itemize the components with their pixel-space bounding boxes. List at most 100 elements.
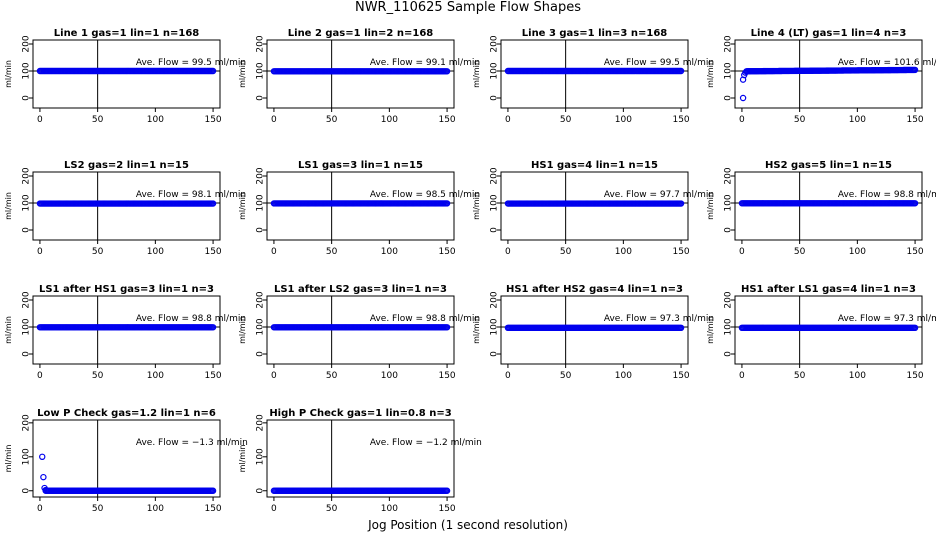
panel-13: Low P Check gas=1.2 lin=1 n=6 ml/min 0 100 2… — [4, 408, 248, 514]
x-tick-label: 0 — [271, 504, 277, 514]
data-point — [209, 487, 217, 494]
y-tick-label: 0 — [724, 351, 734, 357]
panel-frame — [500, 39, 689, 109]
y-axis-label: ml/min — [4, 445, 13, 473]
y-tick-label: 0 — [22, 351, 32, 357]
x-tick-label: 100 — [615, 371, 632, 381]
x-tick-label: 0 — [505, 247, 511, 257]
y-axis-label: ml/min — [4, 60, 13, 88]
y-tick-label: 200 — [22, 167, 32, 184]
y-axis-label: ml/min — [238, 192, 247, 220]
x-tick-label: 100 — [147, 504, 164, 514]
y-axis-label: ml/min — [472, 316, 481, 344]
panel-title: Low P Check gas=1.2 lin=1 n=6 — [37, 408, 216, 419]
y-tick-label: 200 — [724, 35, 734, 52]
panel-title: LS2 gas=2 lin=1 n=15 — [64, 160, 189, 171]
y-tick-label: 0 — [724, 227, 734, 233]
y-tick-label: 100 — [490, 194, 500, 211]
panel-title: HS1 gas=4 lin=1 n=15 — [531, 160, 658, 171]
x-tick-label: 0 — [37, 371, 43, 381]
y-tick-label: 0 — [724, 95, 734, 101]
x-tick-label: 0 — [37, 504, 43, 514]
panel-title: HS1 after LS1 gas=4 lin=1 n=3 — [741, 284, 916, 295]
y-axis-label: ml/min — [706, 316, 715, 344]
y-tick-label: 0 — [256, 227, 266, 233]
y-tick-label: 0 — [22, 95, 32, 101]
panel-title: HS1 after HS2 gas=4 lin=1 n=3 — [506, 284, 683, 295]
panel-title: LS1 after HS1 gas=3 lin=1 n=3 — [39, 284, 214, 295]
panel-title: High P Check gas=1 lin=0.8 n=3 — [269, 408, 451, 419]
y-tick-label: 200 — [724, 167, 734, 184]
panel-frame — [32, 171, 221, 241]
x-tick-label: 50 — [560, 115, 572, 125]
data-point — [209, 67, 217, 75]
x-tick-label: 50 — [326, 504, 338, 514]
data-point — [40, 473, 47, 481]
average-flow-annotation: Ave. Flow = 98.1 ml/min — [136, 190, 246, 200]
x-tick-label: 150 — [204, 504, 221, 514]
data-point — [209, 200, 217, 207]
panel-1: Line 1 gas=1 lin=1 n=168 ml/min 0 100 200 0 50… — [4, 28, 246, 125]
x-tick-label: 0 — [739, 115, 745, 125]
panel-7: HS1 gas=4 lin=1 n=15 ml/min 0 100 200 0 50 100 1… — [472, 160, 714, 257]
x-tick-label: 50 — [92, 115, 104, 125]
y-tick-label: 200 — [724, 291, 734, 308]
panel-title: Line 3 gas=1 lin=3 n=168 — [522, 28, 668, 39]
y-tick-label: 100 — [256, 194, 266, 211]
x-tick-label: 0 — [271, 115, 277, 125]
x-tick-label: 100 — [147, 247, 164, 257]
y-tick-label: 0 — [490, 95, 500, 101]
data-point — [443, 200, 451, 207]
x-tick-label: 150 — [438, 371, 455, 381]
x-tick-label: 0 — [505, 115, 511, 125]
y-tick-label: 0 — [490, 351, 500, 357]
x-tick-label: 150 — [906, 247, 923, 257]
x-tick-label: 50 — [794, 371, 806, 381]
data-point — [677, 67, 685, 75]
figure-xlabel: Jog Position (1 second resolution) — [368, 518, 568, 532]
panel-frame — [32, 295, 221, 365]
x-tick-label: 100 — [381, 247, 398, 257]
x-tick-label: 150 — [204, 247, 221, 257]
panel-title: Line 1 gas=1 lin=1 n=168 — [54, 28, 200, 39]
x-tick-label: 0 — [271, 371, 277, 381]
x-tick-label: 50 — [326, 115, 338, 125]
average-flow-annotation: Ave. Flow = 99.1 ml/min — [370, 58, 480, 68]
y-tick-label: 200 — [256, 167, 266, 184]
x-tick-label: 100 — [381, 371, 398, 381]
y-axis-label: ml/min — [706, 60, 715, 88]
x-tick-label: 50 — [560, 247, 572, 257]
y-tick-label: 200 — [22, 35, 32, 52]
y-tick-label: 100 — [22, 62, 32, 79]
y-tick-label: 100 — [256, 62, 266, 79]
y-tick-label: 100 — [22, 448, 32, 465]
average-flow-annotation: Ave. Flow = 98.8 ml/min — [838, 190, 936, 200]
panel-frame — [32, 419, 221, 498]
x-tick-label: 100 — [849, 247, 866, 257]
y-axis-label: ml/min — [238, 445, 247, 473]
panel-frame — [32, 39, 221, 109]
x-tick-label: 100 — [615, 247, 632, 257]
y-tick-label: 200 — [256, 35, 266, 52]
y-tick-label: 0 — [256, 95, 266, 101]
data-point — [39, 453, 46, 461]
data-point — [911, 200, 919, 207]
data-point — [739, 94, 747, 102]
x-tick-label: 150 — [672, 115, 689, 125]
x-tick-label: 0 — [739, 247, 745, 257]
x-tick-label: 150 — [438, 504, 455, 514]
average-flow-annotation: Ave. Flow = 99.5 ml/min — [604, 58, 714, 68]
average-flow-annotation: Ave. Flow = 97.3 ml/min — [604, 314, 714, 324]
x-tick-label: 150 — [204, 115, 221, 125]
average-flow-annotation: Ave. Flow = 97.7 ml/min — [604, 190, 714, 200]
y-axis-label: ml/min — [472, 192, 481, 220]
y-tick-label: 100 — [256, 318, 266, 335]
y-tick-label: 0 — [256, 351, 266, 357]
data-point — [443, 324, 451, 331]
panel-2: Line 2 gas=1 lin=2 n=168 ml/min 0 100 200 0 50… — [238, 28, 480, 125]
data-point — [911, 324, 919, 332]
panel-frame — [500, 295, 689, 365]
average-flow-annotation: Ave. Flow = 98.8 ml/min — [370, 314, 480, 324]
panel-8: HS2 gas=5 lin=1 n=15 ml/min 0 100 200 0 50 100 1… — [706, 160, 936, 257]
x-tick-label: 150 — [672, 247, 689, 257]
